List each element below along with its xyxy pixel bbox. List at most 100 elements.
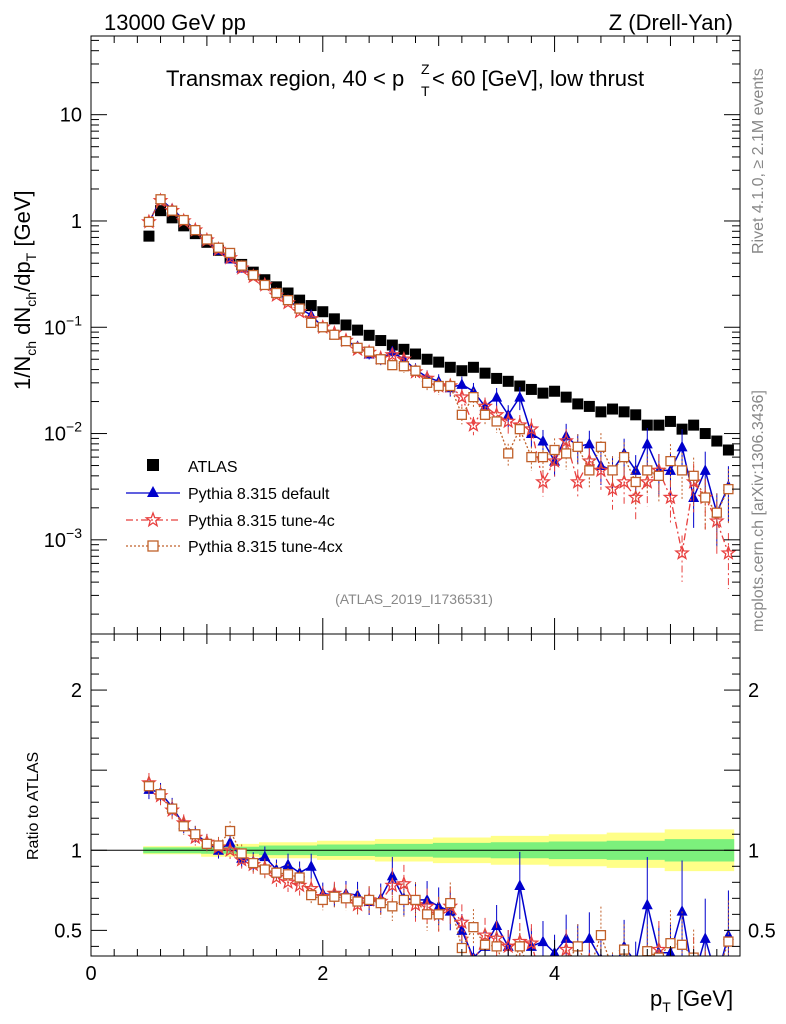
marker-data <box>502 375 514 387</box>
marker-tune4c <box>581 452 598 468</box>
ratio-marker-tune4c <box>641 959 653 971</box>
ratio-marker-tune4c <box>453 914 470 930</box>
ratio-marker-tune4c <box>595 959 607 971</box>
marker-tune4cx <box>642 465 653 476</box>
ratio-marker-default <box>641 898 653 910</box>
marker-data <box>583 400 595 412</box>
marker-tune4cx <box>271 287 282 299</box>
marker-data <box>328 313 340 325</box>
marker-tune4c <box>639 473 656 489</box>
marker-data <box>595 406 607 418</box>
marker-data <box>537 387 549 399</box>
marker-tune4cx <box>665 455 676 467</box>
marker-tune4cx <box>618 451 630 463</box>
ratio-marker-tune4cx <box>514 941 525 952</box>
ratio-marker-tune4cx <box>259 864 270 875</box>
ratio-marker-tune4cx <box>213 840 224 851</box>
marker-tune4cx <box>248 269 259 281</box>
marker-data <box>560 391 572 403</box>
marker-tune4c <box>662 489 679 505</box>
rivet-version-label: Rivet 4.1.0, ≥ 2.1M events <box>750 68 767 254</box>
marker-data <box>641 419 653 431</box>
beam-label: 13000 GeV pp <box>104 10 246 35</box>
marker-data <box>375 335 387 347</box>
ratio-marker-tune4c <box>523 934 540 950</box>
legend-entry-atlas: ATLAS <box>147 459 238 476</box>
marker-data <box>282 287 294 299</box>
marker-tune4cx <box>143 216 155 228</box>
marker-tune4cx <box>572 441 583 452</box>
ratio-marker-default <box>560 932 572 943</box>
marker-tune4cx <box>688 470 699 481</box>
ratio-marker-tune4c <box>699 966 711 978</box>
marker-tune4c <box>384 346 401 362</box>
marker-tune4cx <box>259 279 270 291</box>
ratio-marker-tune4cx <box>608 964 617 973</box>
marker-tune4cx <box>514 423 525 435</box>
marker-data <box>676 423 688 435</box>
marker-data <box>340 319 352 331</box>
marker-tune4cx <box>561 448 572 459</box>
legend-marker-default <box>147 486 159 497</box>
marker-tune4cx <box>282 294 294 306</box>
marker-data <box>711 435 723 447</box>
ratio-series-tune4cx <box>143 776 734 981</box>
svg-text:pT [GeV]: pT [GeV] <box>650 986 733 1015</box>
main-panel-series <box>141 192 737 589</box>
marker-tune4cx <box>711 507 722 518</box>
marker-data <box>479 367 491 379</box>
ratio-marker-tune4cx <box>491 941 502 952</box>
marker-data <box>155 205 167 217</box>
marker-tune4c <box>558 432 575 448</box>
ratio-marker-tune4cx <box>504 972 513 981</box>
ratio-marker-tune4cx <box>143 781 155 792</box>
ratio-marker-default <box>607 964 618 975</box>
marker-tune4cx <box>479 409 491 420</box>
marker-data <box>386 339 398 351</box>
marker-tune4cx <box>653 470 665 481</box>
marker-data <box>270 281 282 293</box>
legend-label-tune4cx: Pythia 8.315 tune-4cx <box>188 539 343 556</box>
ratio-marker-default <box>688 972 699 983</box>
ratio-marker-tune4cx <box>363 894 375 906</box>
marker-tune4cx <box>387 360 398 371</box>
ratio-y-axis-label: Ratio to ATLAS <box>25 752 42 860</box>
plot-title: Transmax region, 40 < p Z T < 60 [GeV], … <box>166 61 644 99</box>
marker-tune4c <box>453 388 470 404</box>
marker-tune4cx <box>723 483 734 495</box>
marker-data <box>467 361 479 373</box>
marker-data <box>699 428 711 440</box>
series-line-tune4cx <box>148 198 729 514</box>
marker-tune4c <box>500 413 517 429</box>
ratio-marker-tune4cx <box>421 909 433 920</box>
marker-default <box>699 464 711 475</box>
marker-tune4cx <box>236 260 247 271</box>
ratio-marker-default <box>630 956 641 967</box>
marker-data <box>166 212 178 224</box>
ratio-marker-tune4cx <box>201 838 213 850</box>
y-tick-label: 1 <box>71 211 82 233</box>
marker-tune4c <box>674 544 690 560</box>
y-tick-label: 10−2 <box>44 419 82 446</box>
y-tick-label: 10−1 <box>44 312 82 339</box>
ratio-marker-tune4cx <box>155 789 166 800</box>
ratio-series-default <box>143 779 734 983</box>
marker-data <box>630 409 642 421</box>
marker-data <box>607 403 619 415</box>
legend-label-default: Pythia 8.315 default <box>188 486 330 503</box>
legend-label-atlas: ATLAS <box>188 459 238 476</box>
marker-tune4cx <box>456 409 468 420</box>
marker-tune4cx <box>595 441 607 452</box>
ratio-marker-default <box>537 935 549 947</box>
marker-tune4cx <box>155 194 166 205</box>
analysis-id: (ATLAS_2019_I1736531) <box>335 591 493 607</box>
ratio-marker-tune4c <box>630 978 642 990</box>
marker-tune4cx <box>607 465 618 476</box>
marker-tune4c <box>477 398 493 414</box>
marker-data <box>444 361 456 373</box>
marker-tune4cx <box>166 205 178 216</box>
ratio-marker-tune4cx <box>631 969 640 978</box>
marker-tune4c <box>720 544 737 560</box>
marker-tune4cx <box>503 448 514 459</box>
